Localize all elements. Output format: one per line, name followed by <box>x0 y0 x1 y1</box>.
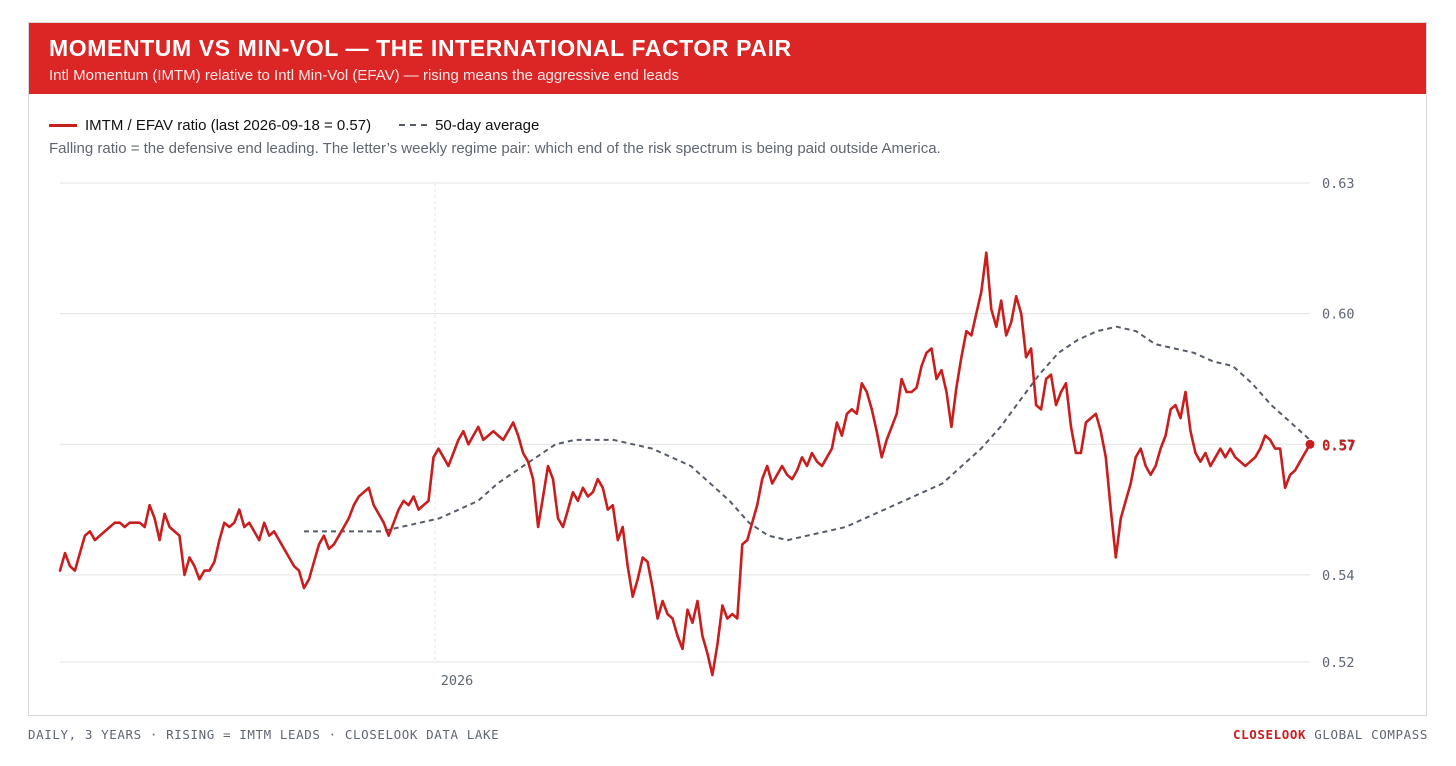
footer-brand: CLOSELOOK <box>1232 727 1307 742</box>
y-tick-label-4: 0.63 <box>1322 176 1355 192</box>
chart-note: Falling ratio = the defensive end leadin… <box>49 140 941 157</box>
legend-swatch-ratio <box>49 123 77 127</box>
legend-item-ratio: IMTM / EFAV ratio (last 2026-09-18 = 0.5… <box>49 117 371 134</box>
last-point-marker <box>1305 439 1315 449</box>
y-tick-label-2: 0.57 <box>1322 437 1355 453</box>
legend-item-average: 50-day average <box>399 117 539 134</box>
x-tick-label-2026: 2026 <box>441 673 474 689</box>
series-line-ratio <box>58 251 1312 677</box>
chart-card: MOMENTUM VS MIN-VOL — THE INTERNATIONAL … <box>28 22 1427 716</box>
y-tick-label-1: 0.54 <box>1322 568 1355 584</box>
legend: IMTM / EFAV ratio (last 2026-09-18 = 0.5… <box>49 115 567 135</box>
footer-product: GLOBAL COMPASS <box>1314 727 1428 742</box>
y-tick-label-3: 0.60 <box>1322 307 1355 323</box>
chart-title: MOMENTUM VS MIN-VOL — THE INTERNATIONAL … <box>49 35 792 61</box>
y-tick-label-0: 0.52 <box>1322 655 1355 671</box>
chart-subtitle: Intl Momentum (IMTM) relative to Intl Mi… <box>49 67 679 84</box>
legend-swatch-average <box>399 124 428 126</box>
header-banner: MOMENTUM VS MIN-VOL — THE INTERNATIONAL … <box>29 23 1426 94</box>
footer-credit: CLOSELOOK GLOBAL COMPASS <box>1233 727 1428 742</box>
series-line-50-day-average <box>304 325 1311 542</box>
legend-label-ratio: IMTM / EFAV ratio (last 2026-09-18 = 0.5… <box>85 116 372 134</box>
legend-label-average: 50-day average <box>435 116 540 134</box>
footer-source: DAILY, 3 YEARS · RISING = IMTM LEADS · C… <box>28 727 500 742</box>
last-value-label: 0.57 <box>1322 438 1356 454</box>
